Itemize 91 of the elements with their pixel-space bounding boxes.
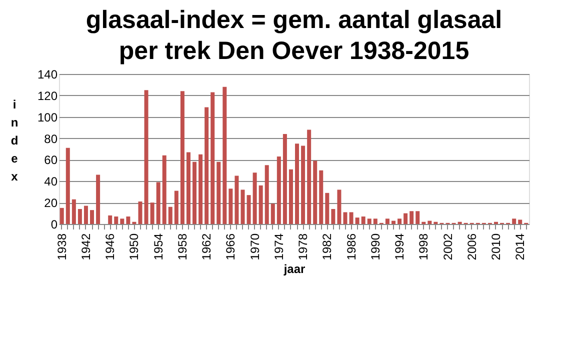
x-tick-label: 1950 — [127, 233, 142, 260]
bar — [198, 154, 203, 224]
bar — [518, 220, 522, 224]
x-tick-label: 1982 — [320, 233, 334, 260]
bar — [144, 90, 148, 224]
bar — [192, 162, 197, 224]
x-tick-label: 1962 — [200, 233, 214, 260]
bar — [180, 91, 184, 224]
bar — [295, 144, 300, 224]
bar — [276, 156, 281, 224]
bar — [301, 146, 306, 224]
bar — [416, 211, 420, 224]
bar — [174, 190, 178, 224]
bar — [78, 209, 82, 224]
bar — [398, 218, 402, 224]
x-tick-label: 1942 — [78, 233, 93, 260]
y-tick-label: 120 — [37, 88, 58, 103]
bar — [246, 195, 251, 224]
x-tick-label: 1990 — [368, 233, 382, 260]
bar — [138, 202, 142, 224]
bar — [361, 216, 366, 224]
y-tick-label: 60 — [44, 153, 58, 168]
y-tick-label: 0 — [50, 218, 58, 232]
chart-title: glasaal-index = gem. aantal glasaal per trek Den Oever 1938-2015 — [86, 6, 502, 65]
bar — [367, 218, 372, 224]
x-tick-label: 2002 — [440, 233, 455, 260]
bar — [240, 190, 245, 224]
bar — [84, 206, 88, 224]
bar — [150, 202, 154, 224]
x-tick-label: 1970 — [248, 233, 262, 260]
x-axis-title: jaar — [282, 262, 306, 276]
bar — [319, 170, 324, 224]
bar — [234, 176, 239, 224]
bar — [428, 220, 432, 224]
bar — [313, 160, 318, 224]
bar — [228, 188, 233, 224]
bar — [349, 212, 354, 224]
bar — [288, 169, 293, 224]
bar — [373, 218, 378, 224]
bar — [90, 210, 94, 224]
x-tick-label: 1938 — [54, 233, 69, 260]
x-tick-label: 1974 — [272, 233, 286, 260]
bar — [343, 212, 348, 224]
x-tick-label: 2014 — [513, 233, 528, 260]
y-axis-title: index — [10, 98, 18, 184]
y-tick-label: 140 — [37, 68, 58, 82]
bar — [270, 204, 275, 224]
bar — [72, 199, 76, 224]
bar — [264, 165, 269, 224]
bar — [60, 208, 64, 224]
bar — [204, 107, 209, 224]
bar — [162, 155, 166, 224]
bar — [126, 216, 130, 224]
bar — [216, 162, 221, 224]
bar — [355, 218, 360, 224]
y-tick-label: 80 — [44, 132, 58, 146]
x-tick-label: 1958 — [175, 233, 190, 260]
x-tick-label: 2010 — [488, 233, 503, 260]
bar — [186, 152, 190, 224]
bar — [337, 190, 342, 224]
bar — [258, 185, 263, 224]
x-tick-label: 1994 — [392, 233, 407, 260]
x-tick-label: 1946 — [103, 233, 118, 260]
bar — [391, 220, 396, 224]
bar — [210, 92, 215, 224]
bar — [252, 172, 257, 224]
bar — [282, 134, 287, 224]
bar — [410, 211, 414, 224]
y-tick-label: 20 — [44, 196, 58, 210]
x-tick-label: 1998 — [416, 233, 431, 260]
y-tick-label: 40 — [44, 174, 58, 189]
bar — [156, 182, 160, 224]
bar — [168, 206, 172, 224]
bar — [66, 148, 70, 224]
x-tick-label: 1966 — [224, 233, 238, 260]
bar — [96, 174, 100, 224]
bar — [404, 213, 408, 224]
x-tick-label: 1986 — [344, 233, 358, 260]
x-tick-label: 2006 — [464, 233, 479, 260]
y-tick-label: 100 — [37, 110, 58, 124]
bar — [331, 209, 336, 224]
bar — [120, 218, 124, 224]
bar — [114, 216, 118, 224]
bar — [325, 192, 330, 224]
bar — [108, 215, 112, 224]
x-tick-label: 1954 — [151, 233, 166, 260]
bar — [222, 86, 227, 224]
bar — [385, 218, 390, 224]
x-tick-label: 1978 — [296, 233, 310, 260]
bar — [307, 130, 312, 224]
bar — [512, 218, 516, 224]
